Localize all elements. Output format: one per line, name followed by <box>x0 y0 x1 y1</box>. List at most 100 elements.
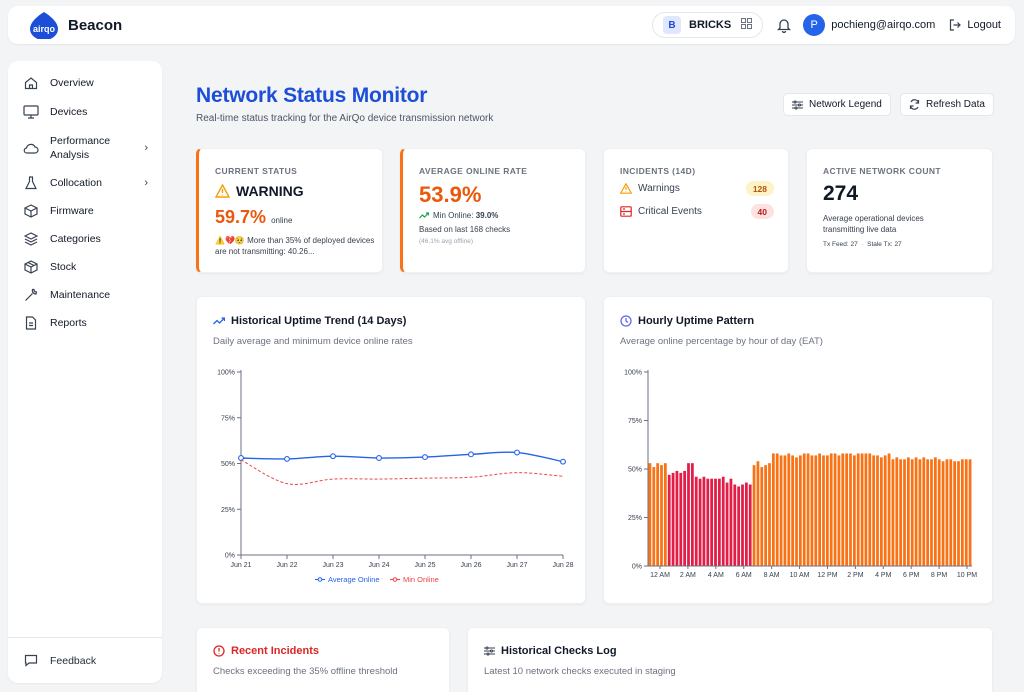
hourly-bar <box>791 455 795 566</box>
refresh-data-button[interactable]: Refresh Data <box>900 93 994 116</box>
warnings-row[interactable]: Warnings 128 <box>620 181 774 196</box>
status-state: WARNING <box>215 183 304 199</box>
hourly-bar <box>760 467 764 566</box>
hourly-bar <box>737 486 741 566</box>
hourly-bar <box>667 474 671 566</box>
sidebar: Overview Devices Performance Analysis › C… <box>8 61 162 683</box>
section-title: Recent Incidents <box>213 645 319 657</box>
logout-button[interactable]: Logout <box>949 19 1001 31</box>
page-subtitle: Real-time status tracking for the AirQo … <box>196 113 494 124</box>
hourly-bar <box>687 463 690 566</box>
hourly-bar <box>968 459 972 566</box>
network-legend-button[interactable]: Network Legend <box>783 93 891 116</box>
hourly-bar <box>825 455 829 566</box>
x-tick-label: 4 PM <box>875 572 892 579</box>
hourly-bar <box>872 455 876 566</box>
bell-icon[interactable] <box>777 17 793 34</box>
server-alert-icon <box>620 206 632 217</box>
legend-marker <box>392 577 398 582</box>
hourly-bar <box>802 453 806 566</box>
hourly-bar <box>841 453 845 566</box>
cloud-icon <box>22 139 40 157</box>
hourly-bar <box>918 459 922 566</box>
hourly-bar <box>864 453 868 566</box>
user-email: pochieng@airqo.com <box>831 19 936 31</box>
incidents-card: INCIDENTS (14D) Warnings 128 Critical Ev… <box>603 148 789 273</box>
active-desc: Average operational devices transmitting… <box>823 214 924 234</box>
card-label: INCIDENTS (14D) <box>620 166 696 176</box>
x-tick-label: 8 AM <box>764 572 780 579</box>
sidebar-item-stock[interactable]: Stock <box>8 258 162 276</box>
hourly-bar <box>906 457 910 566</box>
x-tick-label: Jun 25 <box>414 562 435 569</box>
hourly-bar <box>660 465 663 566</box>
y-tick-label: 50% <box>221 461 235 468</box>
hourly-bar <box>852 455 856 566</box>
x-tick-label: Jun 24 <box>368 562 389 569</box>
sidebar-item-devices[interactable]: Devices <box>8 103 162 121</box>
data-point <box>284 455 290 462</box>
warnings-count-badge: 128 <box>745 181 774 196</box>
home-icon <box>22 74 40 92</box>
emoji-status: ⚠️💔🥺 <box>215 236 245 245</box>
data-point <box>330 453 336 460</box>
org-switcher[interactable]: B BRICKS <box>652 12 764 38</box>
uptime-trend-chart: 0% 25% 50% 75% 100% Jun 21 Jun 22 Jun 23 Jun 24 J… <box>217 370 574 585</box>
hourly-bar <box>798 455 802 566</box>
recent-incidents-card: Recent Incidents Checks exceeding the 35… <box>196 627 450 692</box>
hourly-bar <box>883 455 887 566</box>
sidebar-item-overview[interactable]: Overview <box>8 74 162 92</box>
hourly-bar <box>887 453 891 566</box>
hourly-bar <box>683 470 687 566</box>
hourly-bar <box>937 459 941 566</box>
svg-text:airqo: airqo <box>33 24 56 34</box>
y-tick-label: 75% <box>221 415 235 422</box>
top-bar: airqo Beacon B BRICKS P pochieng@airqo.c… <box>8 6 1015 44</box>
hourly-bar <box>933 457 937 566</box>
data-point <box>468 451 474 458</box>
hourly-bar <box>787 453 791 566</box>
historical-checks-card: Historical Checks Log Latest 10 network … <box>467 627 993 692</box>
sidebar-item-label: Collocation <box>50 177 102 189</box>
sliders-icon <box>792 99 803 110</box>
y-tick-label: 0% <box>225 553 235 560</box>
x-tick-label: 12 AM <box>650 572 670 579</box>
x-tick-label: Jun 23 <box>322 562 343 569</box>
sliders-icon <box>484 646 495 656</box>
logo[interactable]: airqo Beacon <box>26 11 122 41</box>
hourly-bar <box>845 453 849 566</box>
hourly-bar <box>752 465 756 566</box>
feedback-button[interactable]: Feedback <box>8 637 162 683</box>
min-online-line <box>240 459 564 485</box>
avatar[interactable]: P <box>803 14 826 36</box>
sidebar-item-maintenance[interactable]: Maintenance <box>8 286 162 304</box>
sidebar-item-label: Devices <box>50 106 88 118</box>
hourly-bar <box>868 453 872 566</box>
sidebar-item-reports[interactable]: Reports <box>8 314 162 332</box>
y-tick-label: 75% <box>628 418 642 425</box>
hourly-bar <box>648 463 652 566</box>
chart-subtitle: Average online percentage by hour of day… <box>620 336 823 347</box>
logout-icon <box>950 19 962 31</box>
hourly-bar <box>652 467 656 566</box>
hourly-bar <box>945 459 949 566</box>
hourly-bar <box>891 459 895 566</box>
trend-up-icon <box>213 317 225 325</box>
flask-icon <box>22 174 40 192</box>
trend-up-icon <box>419 212 429 219</box>
hourly-bar <box>860 453 864 566</box>
hourly-bar <box>914 457 918 566</box>
hourly-bar <box>741 484 744 566</box>
section-subtitle: Latest 10 network checks executed in sta… <box>484 666 676 677</box>
sidebar-item-categories[interactable]: Categories <box>8 230 162 248</box>
sidebar-item-collocation[interactable]: Collocation › <box>8 174 162 192</box>
hourly-bar <box>818 453 822 566</box>
hourly-bar <box>837 455 841 566</box>
sidebar-item-firmware[interactable]: Firmware <box>8 202 162 220</box>
sidebar-item-label: Stock <box>50 261 77 273</box>
sidebar-item-performance-analysis[interactable]: Performance Analysis › <box>8 134 162 162</box>
critical-events-row[interactable]: Critical Events 40 <box>620 204 774 219</box>
hourly-bar <box>879 457 883 566</box>
hourly-bar <box>779 455 783 566</box>
hourly-bar <box>856 453 860 566</box>
